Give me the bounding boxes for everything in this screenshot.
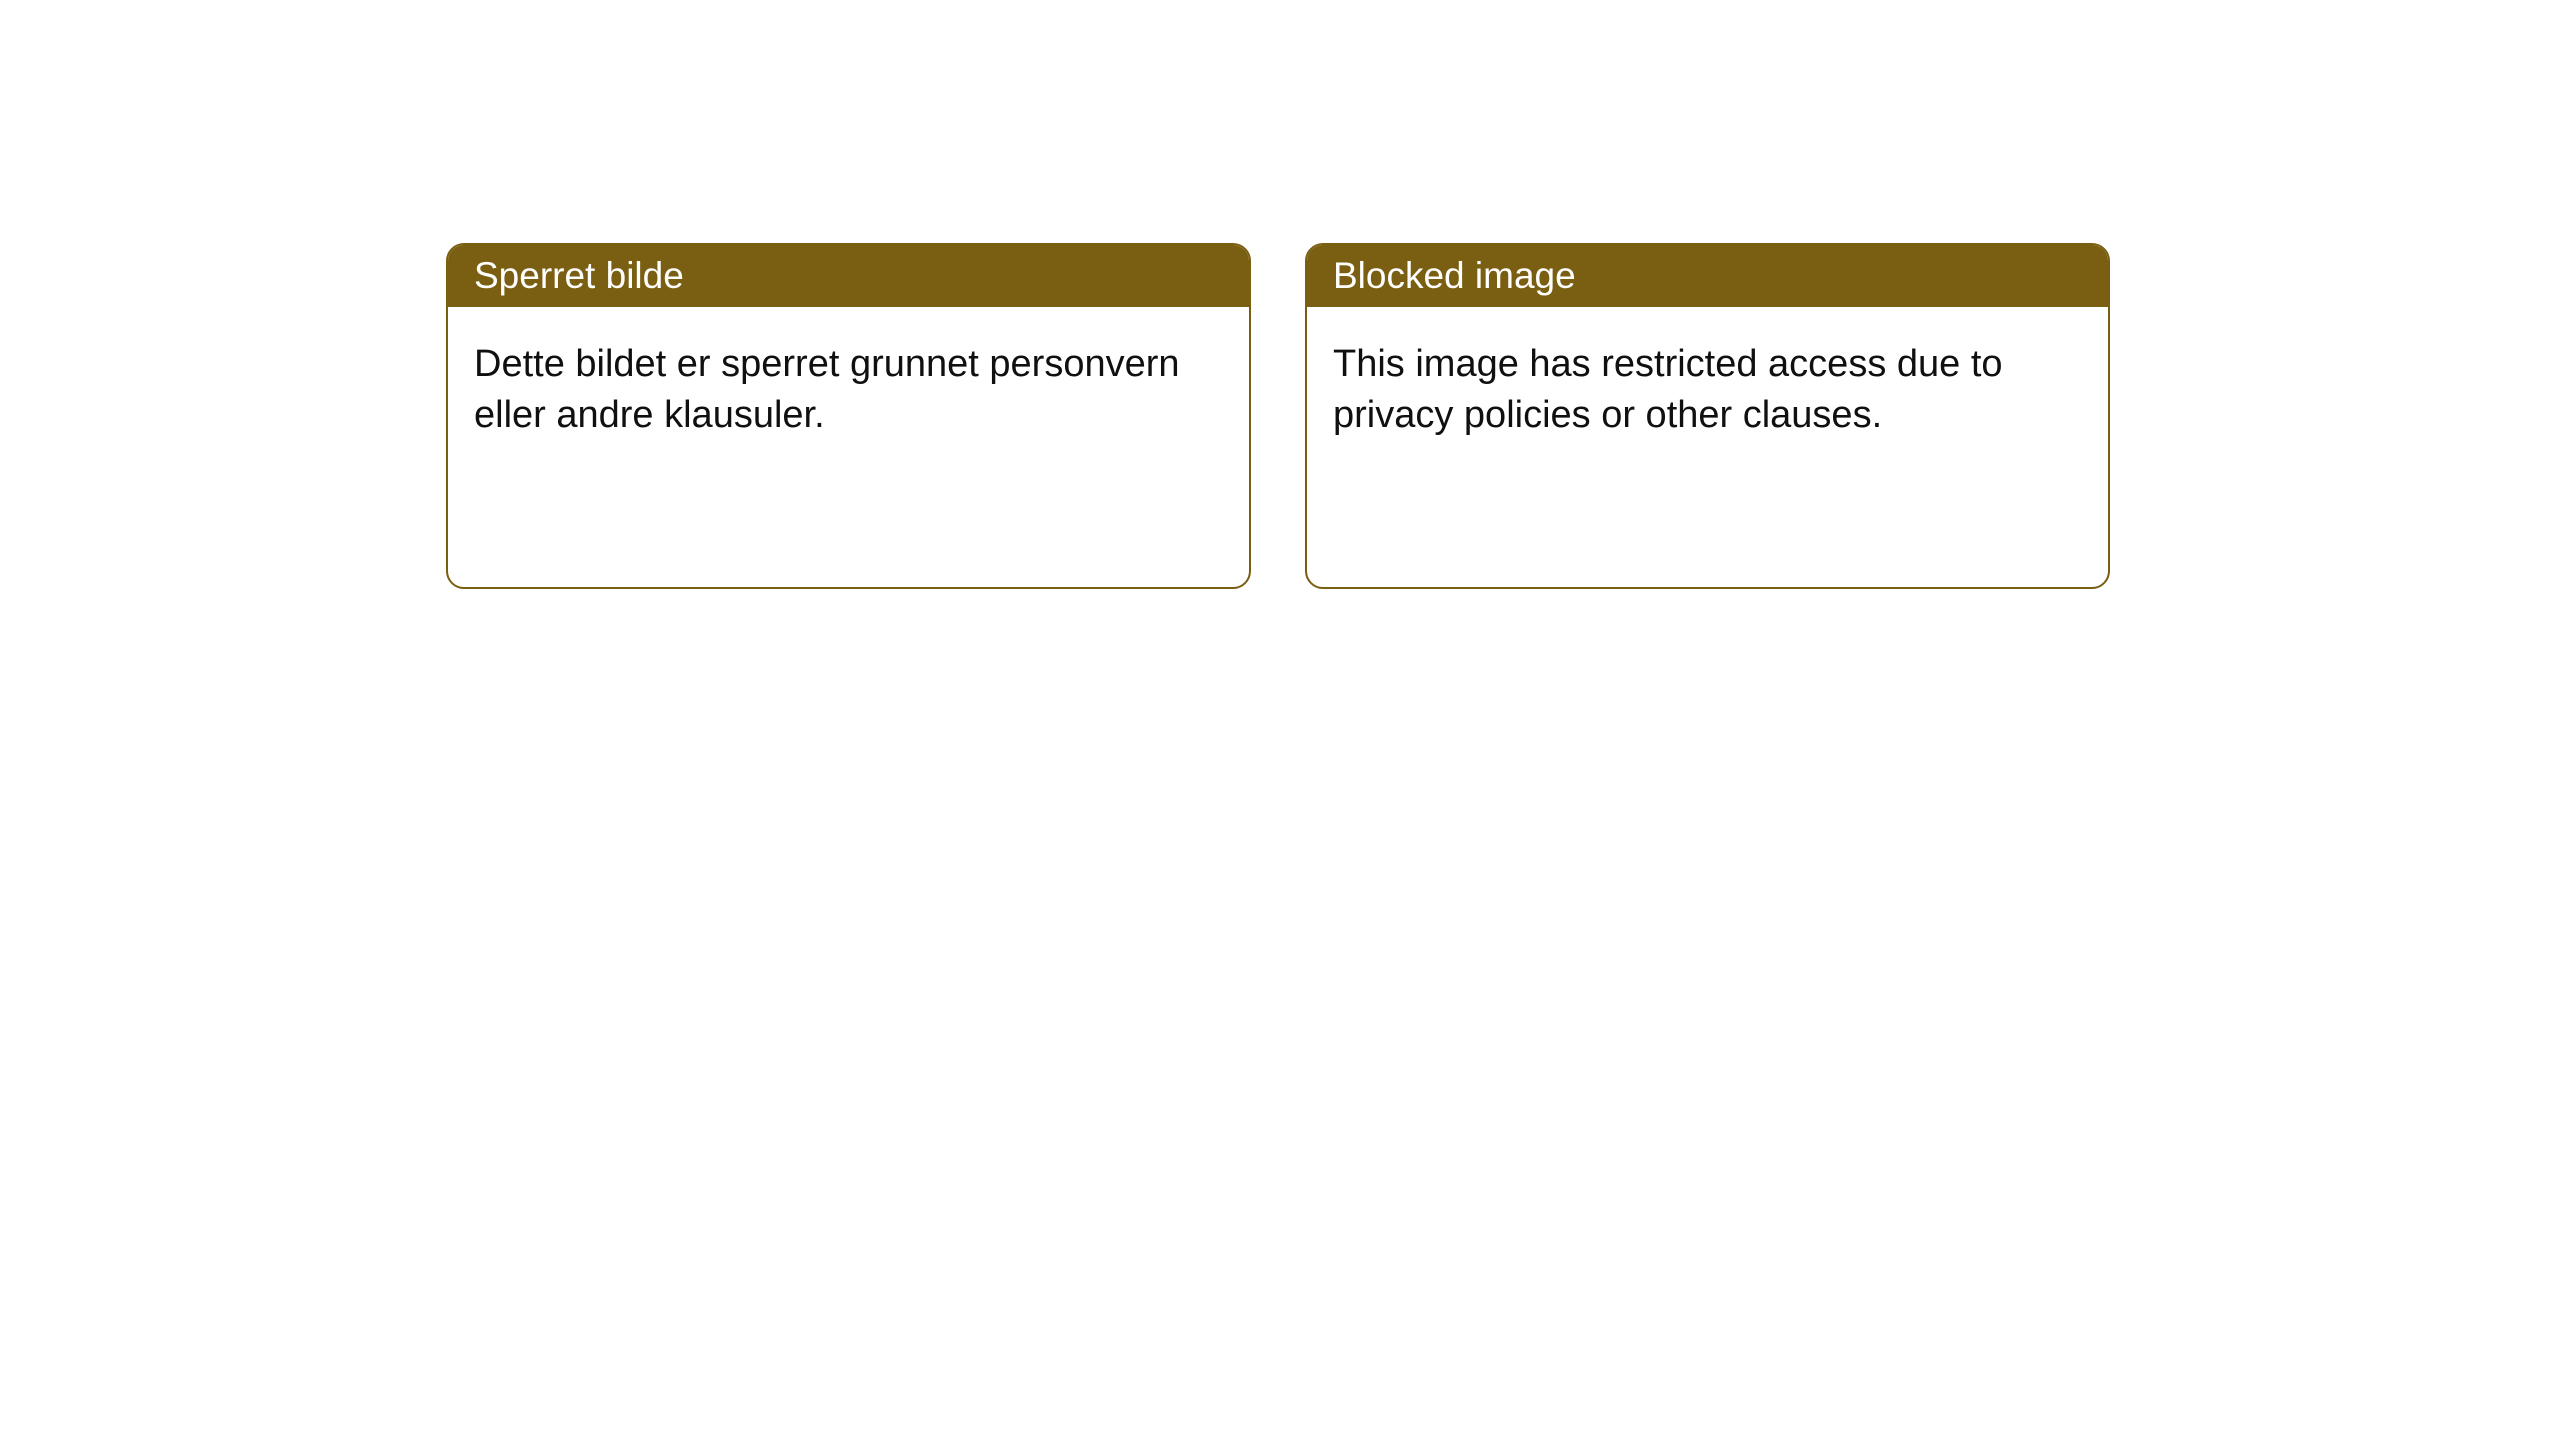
notice-cards-container: Sperret bilde Dette bildet er sperret gr… [446, 243, 2560, 589]
notice-title: Sperret bilde [474, 255, 684, 296]
notice-card-english: Blocked image This image has restricted … [1305, 243, 2110, 589]
notice-card-norwegian: Sperret bilde Dette bildet er sperret gr… [446, 243, 1251, 589]
notice-body-text: Dette bildet er sperret grunnet personve… [474, 343, 1180, 436]
notice-body-text: This image has restricted access due to … [1333, 343, 2003, 436]
notice-header: Blocked image [1307, 245, 2108, 307]
notice-body: Dette bildet er sperret grunnet personve… [448, 307, 1249, 587]
notice-body: This image has restricted access due to … [1307, 307, 2108, 587]
notice-title: Blocked image [1333, 255, 1576, 296]
notice-header: Sperret bilde [448, 245, 1249, 307]
